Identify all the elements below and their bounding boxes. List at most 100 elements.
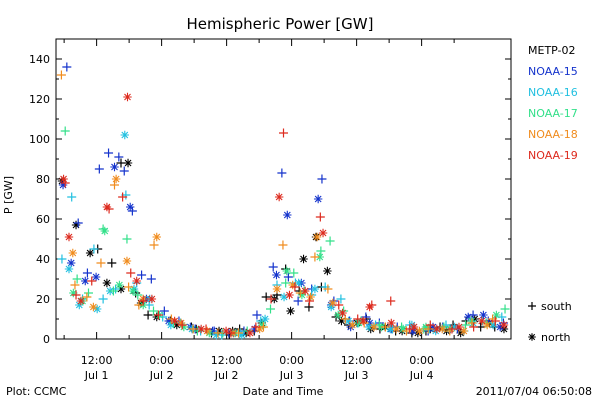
y-tick-label: 80 [36, 173, 50, 186]
north-point [250, 324, 259, 334]
north-point [358, 316, 368, 326]
south-point [82, 292, 92, 302]
south-point [293, 296, 303, 306]
north-point [488, 320, 498, 330]
north-point [92, 304, 102, 314]
legend-entry: NOAA-17 [528, 107, 578, 120]
south-point [124, 282, 134, 292]
south-point [528, 302, 536, 310]
y-tick-label: 60 [36, 213, 50, 226]
north-point [272, 270, 281, 280]
south-point [325, 236, 335, 246]
legend-entry: METP-02 [528, 44, 576, 57]
north-point [170, 316, 179, 326]
north-point [337, 316, 346, 326]
north-point [164, 316, 173, 326]
south-point [423, 324, 433, 334]
south-point [72, 274, 82, 284]
north-point [71, 220, 81, 230]
south-point [315, 212, 325, 222]
south-point [192, 326, 202, 336]
north-point [285, 290, 294, 300]
south-point [261, 292, 271, 302]
north-point [438, 324, 447, 334]
south-point [98, 294, 108, 304]
north-point [123, 158, 133, 168]
x-tick-date-label: Jul 3 [279, 369, 304, 382]
south-point [467, 318, 477, 328]
south-point [277, 168, 287, 178]
south-point [104, 148, 114, 158]
north-point [115, 280, 124, 290]
north-point [328, 298, 337, 308]
south-point [266, 304, 275, 314]
north-point [128, 286, 138, 296]
series-noaa-16 [57, 130, 507, 340]
north-point [528, 333, 536, 341]
north-point [348, 320, 357, 330]
south-point [96, 258, 106, 268]
north-point [318, 228, 328, 238]
y-tick-label: 40 [36, 253, 50, 266]
north-point [399, 324, 408, 334]
south-point [143, 310, 153, 320]
south-point [133, 290, 143, 300]
x-tick-time-label: 12:00 [211, 354, 243, 367]
north-point [310, 284, 320, 294]
north-point [344, 316, 353, 326]
north-point [326, 302, 336, 312]
north-point [432, 324, 441, 334]
south-point [188, 324, 198, 334]
x-tick-time-label: 12:00 [81, 354, 113, 367]
south-point [119, 166, 129, 176]
north-point [454, 322, 464, 332]
south-point [336, 294, 346, 304]
north-point [315, 252, 324, 262]
north-point [409, 322, 419, 332]
series-noaa-18 [56, 70, 498, 338]
north-point [64, 232, 74, 242]
north-point [391, 324, 401, 334]
south-point [323, 284, 333, 294]
south-point [60, 126, 70, 136]
north-point [294, 278, 303, 288]
north-point [237, 330, 246, 340]
x-axis-label: Date and Time [243, 385, 324, 398]
north-point [100, 226, 109, 236]
y-tick-label: 120 [29, 93, 50, 106]
south-point [441, 320, 451, 330]
legend-entry: NOAA-19 [528, 149, 578, 162]
south-point [87, 276, 97, 286]
north-point [272, 284, 282, 294]
y-tick-label: 140 [29, 53, 50, 66]
north-point [334, 310, 343, 320]
north-point [283, 210, 292, 220]
north-point [258, 320, 267, 330]
north-point [81, 276, 90, 286]
south-point [268, 262, 278, 272]
south-point [213, 328, 223, 338]
south-point [71, 290, 81, 300]
north-point [122, 256, 132, 266]
north-point [147, 294, 157, 304]
north-point [110, 162, 119, 172]
north-point [313, 194, 323, 204]
south-point [334, 300, 344, 310]
north-point [428, 322, 438, 332]
x-tick-date-label: Jul 3 [344, 369, 369, 382]
south-point [114, 152, 124, 162]
north-point [431, 326, 440, 336]
north-point [221, 326, 231, 336]
series-noaa-17 [60, 126, 510, 338]
x-tick-time-label: 12:00 [341, 354, 373, 367]
south-point [126, 268, 136, 278]
south-point [445, 326, 455, 336]
north-point [102, 202, 112, 212]
north-point [111, 174, 121, 184]
north-point [116, 284, 126, 294]
south-point [425, 320, 435, 330]
north-point [354, 318, 363, 328]
legend-entry: NOAA-16 [528, 86, 578, 99]
south-point [137, 270, 147, 280]
marker-legend-label: south [541, 300, 572, 313]
